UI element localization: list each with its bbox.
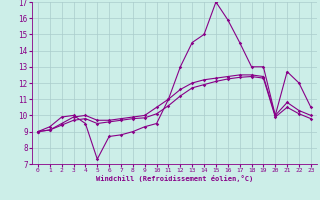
X-axis label: Windchill (Refroidissement éolien,°C): Windchill (Refroidissement éolien,°C) xyxy=(96,175,253,182)
